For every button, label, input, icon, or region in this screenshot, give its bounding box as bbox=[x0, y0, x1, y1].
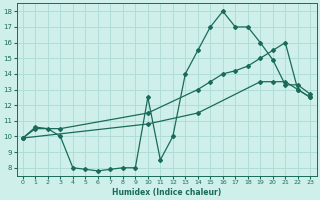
X-axis label: Humidex (Indice chaleur): Humidex (Indice chaleur) bbox=[112, 188, 221, 197]
